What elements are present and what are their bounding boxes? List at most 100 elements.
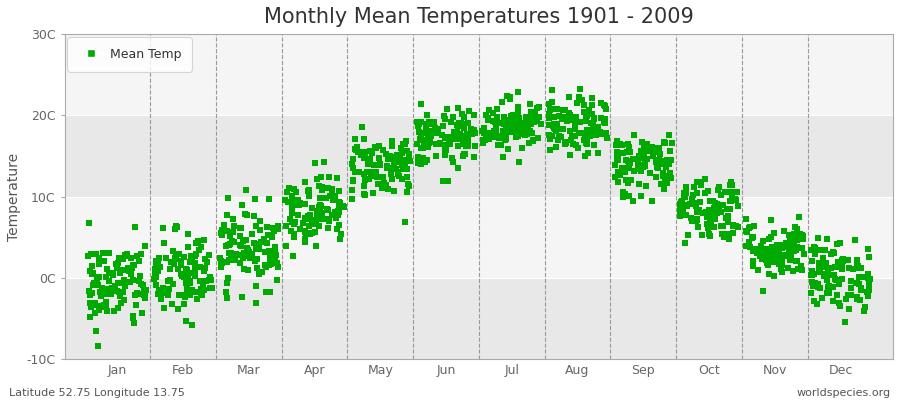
- Point: [587, 116, 601, 122]
- Point: [220, 194, 235, 201]
- Point: [804, 247, 818, 253]
- Point: [598, 116, 612, 122]
- Y-axis label: Temperature: Temperature: [7, 152, 21, 241]
- Point: [220, 258, 234, 265]
- Point: [169, 255, 184, 262]
- Point: [92, 261, 106, 268]
- Point: [577, 137, 591, 143]
- Point: [268, 255, 283, 261]
- Point: [829, 277, 843, 283]
- Point: [610, 157, 625, 163]
- Point: [795, 232, 809, 239]
- Point: [631, 166, 645, 172]
- Point: [117, 277, 131, 284]
- Point: [848, 237, 862, 243]
- Point: [558, 141, 572, 148]
- Point: [675, 208, 689, 215]
- Point: [658, 176, 672, 183]
- Point: [166, 280, 180, 287]
- Point: [558, 107, 572, 113]
- Point: [421, 144, 436, 150]
- Point: [651, 165, 665, 172]
- Point: [487, 128, 501, 134]
- Point: [237, 250, 251, 256]
- Point: [841, 292, 855, 298]
- Point: [106, 308, 121, 314]
- Point: [497, 121, 511, 127]
- Point: [645, 151, 660, 158]
- Point: [414, 132, 428, 139]
- Point: [482, 115, 496, 122]
- Point: [830, 292, 844, 298]
- Point: [820, 290, 834, 296]
- Point: [151, 259, 166, 265]
- Point: [807, 280, 822, 286]
- Point: [479, 131, 493, 137]
- Point: [650, 164, 664, 170]
- Point: [680, 202, 695, 209]
- Point: [387, 160, 401, 166]
- Point: [172, 251, 186, 258]
- Point: [302, 193, 317, 200]
- Point: [769, 259, 783, 265]
- Point: [414, 145, 428, 151]
- Point: [652, 145, 666, 151]
- Point: [129, 302, 143, 308]
- Point: [312, 202, 327, 208]
- Point: [822, 272, 836, 279]
- Point: [854, 265, 868, 271]
- Point: [622, 158, 636, 165]
- Point: [684, 214, 698, 221]
- Point: [122, 279, 137, 285]
- Point: [794, 263, 808, 270]
- Point: [860, 274, 875, 281]
- Point: [511, 128, 526, 135]
- Point: [688, 184, 702, 190]
- Point: [860, 246, 875, 252]
- Point: [834, 264, 849, 270]
- Point: [159, 255, 174, 262]
- Point: [842, 265, 856, 272]
- Point: [633, 181, 647, 187]
- Point: [433, 140, 447, 146]
- Point: [622, 164, 636, 170]
- Point: [375, 174, 390, 180]
- Point: [220, 295, 234, 301]
- Point: [788, 247, 803, 254]
- Point: [617, 191, 632, 197]
- Point: [569, 114, 583, 120]
- Point: [254, 239, 268, 245]
- Point: [631, 165, 645, 172]
- Point: [249, 256, 264, 262]
- Point: [594, 131, 608, 137]
- Point: [623, 148, 637, 155]
- Point: [819, 277, 833, 283]
- Point: [527, 119, 542, 125]
- Point: [112, 293, 127, 300]
- Point: [188, 240, 202, 246]
- Point: [450, 136, 464, 143]
- Point: [364, 169, 379, 176]
- Point: [437, 116, 452, 122]
- Point: [808, 251, 823, 257]
- Point: [423, 139, 437, 145]
- Point: [424, 121, 438, 128]
- Point: [689, 216, 704, 223]
- Point: [116, 256, 130, 262]
- Point: [704, 219, 718, 226]
- Point: [764, 246, 778, 252]
- Point: [364, 170, 379, 177]
- Point: [245, 230, 259, 237]
- Point: [707, 204, 722, 211]
- Point: [814, 247, 828, 253]
- Point: [525, 130, 539, 136]
- Point: [637, 143, 652, 150]
- Point: [332, 222, 347, 228]
- Point: [421, 135, 436, 141]
- Point: [659, 164, 673, 170]
- Point: [195, 292, 210, 298]
- Point: [453, 130, 467, 137]
- Point: [464, 126, 478, 132]
- Point: [532, 114, 546, 120]
- Point: [616, 189, 631, 195]
